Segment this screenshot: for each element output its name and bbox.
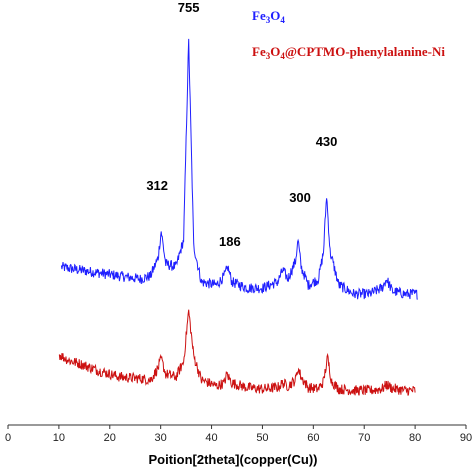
legend-text-part: 3	[266, 15, 271, 25]
peak-label-312: 312	[146, 178, 168, 193]
series-line-fe3o4	[60, 38, 418, 300]
x-tick-label: 30	[155, 432, 167, 444]
legend-entry-fe3o4-cptmo-phenylalanine-ni: Fe3O4@CPTMO-phenylalanine-Ni	[252, 44, 445, 61]
legend-text-part: Fe	[252, 8, 266, 23]
series-line-fe3o4-cptmo-phenylalanine-ni	[58, 309, 416, 396]
legend-text-part: O	[270, 8, 280, 23]
peak-label-186: 186	[219, 234, 241, 249]
x-tick-label: 80	[409, 432, 421, 444]
peak-label-430: 430	[316, 134, 338, 149]
x-axis: 0 10 20 30 40 50 60 70 80 90	[5, 424, 472, 444]
legend-text-part: @CPTMO-phenylalanine-Ni	[285, 44, 446, 59]
legend-entry-fe3o4: Fe3O4	[252, 8, 285, 25]
x-tick-label: 20	[104, 432, 116, 444]
legend-text-part: 4	[280, 15, 285, 25]
peak-label-300: 300	[289, 190, 311, 205]
x-axis-label: Poition[2theta](copper(Cu))	[149, 452, 318, 467]
x-tick-label: 10	[53, 432, 65, 444]
legend-text-part: O	[270, 44, 280, 59]
x-tick-label: 90	[460, 432, 472, 444]
legend-text-part: Fe	[252, 44, 266, 59]
x-tick-label: 50	[256, 432, 268, 444]
x-tick-label: 40	[205, 432, 217, 444]
peak-annotations: 755 312 186 300 430	[146, 0, 337, 249]
peak-label-755: 755	[178, 0, 200, 15]
series-layer	[58, 38, 418, 396]
x-tick-label: 0	[5, 432, 11, 444]
legend-text-part: 4	[280, 51, 285, 61]
x-tick-label: 60	[307, 432, 319, 444]
legend-text-part: 3	[266, 51, 271, 61]
x-tick-label: 70	[358, 432, 370, 444]
